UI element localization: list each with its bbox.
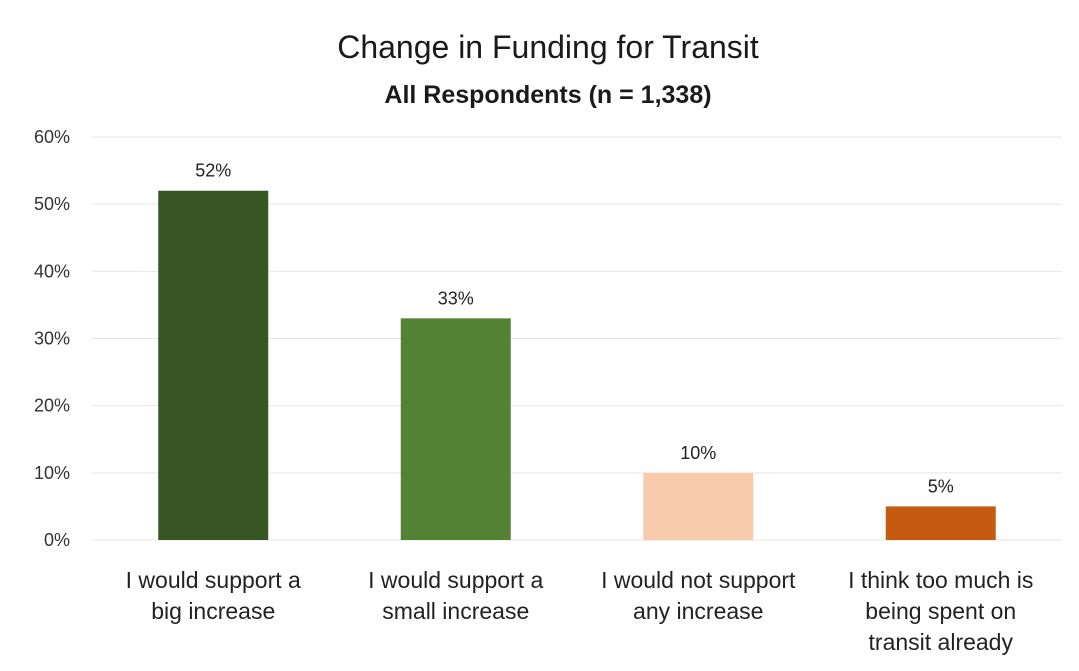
category-label: I think too much is being spent on transit… bbox=[848, 567, 1033, 655]
category-label-line: I would support a bbox=[126, 567, 301, 593]
bar bbox=[400, 318, 511, 540]
chart-subtitle: All Respondents (n = 1,338) bbox=[384, 81, 711, 109]
y-axis: 0% 10% 20% 30% 40% 50% 60% bbox=[34, 127, 70, 550]
category-label: I would support a big increase bbox=[126, 567, 301, 624]
chart-title: Change in Funding for Transit bbox=[337, 29, 759, 65]
bar bbox=[885, 506, 996, 540]
category-label-line: small increase bbox=[382, 598, 529, 624]
category-label-line: I think too much is bbox=[848, 567, 1033, 593]
y-tick-label: 50% bbox=[34, 194, 70, 214]
category-label-line: I would not support bbox=[601, 567, 796, 593]
y-tick-label: 20% bbox=[34, 396, 70, 416]
category-label-line: any increase bbox=[633, 598, 763, 624]
y-tick-label: 60% bbox=[34, 127, 70, 147]
category-label-line: I would support a bbox=[368, 567, 543, 593]
data-label: 5% bbox=[928, 476, 954, 496]
bar bbox=[643, 472, 754, 540]
y-tick-label: 10% bbox=[34, 463, 70, 483]
category-label: I would support a small increase bbox=[368, 567, 543, 624]
bar bbox=[158, 190, 269, 540]
category-label-line: being spent on bbox=[865, 598, 1016, 624]
category-label: I would not support any increase bbox=[601, 567, 796, 624]
data-label: 10% bbox=[680, 443, 716, 463]
category-label-line: big increase bbox=[151, 598, 275, 624]
data-label: 33% bbox=[438, 288, 474, 308]
data-label: 52% bbox=[195, 161, 231, 181]
y-tick-label: 30% bbox=[34, 329, 70, 349]
data-labels: 52% 33% 10% 5% bbox=[195, 161, 954, 497]
y-tick-label: 40% bbox=[34, 261, 70, 281]
category-label-line: transit already bbox=[869, 629, 1014, 655]
y-tick-label: 0% bbox=[44, 530, 70, 550]
bars bbox=[158, 190, 996, 540]
